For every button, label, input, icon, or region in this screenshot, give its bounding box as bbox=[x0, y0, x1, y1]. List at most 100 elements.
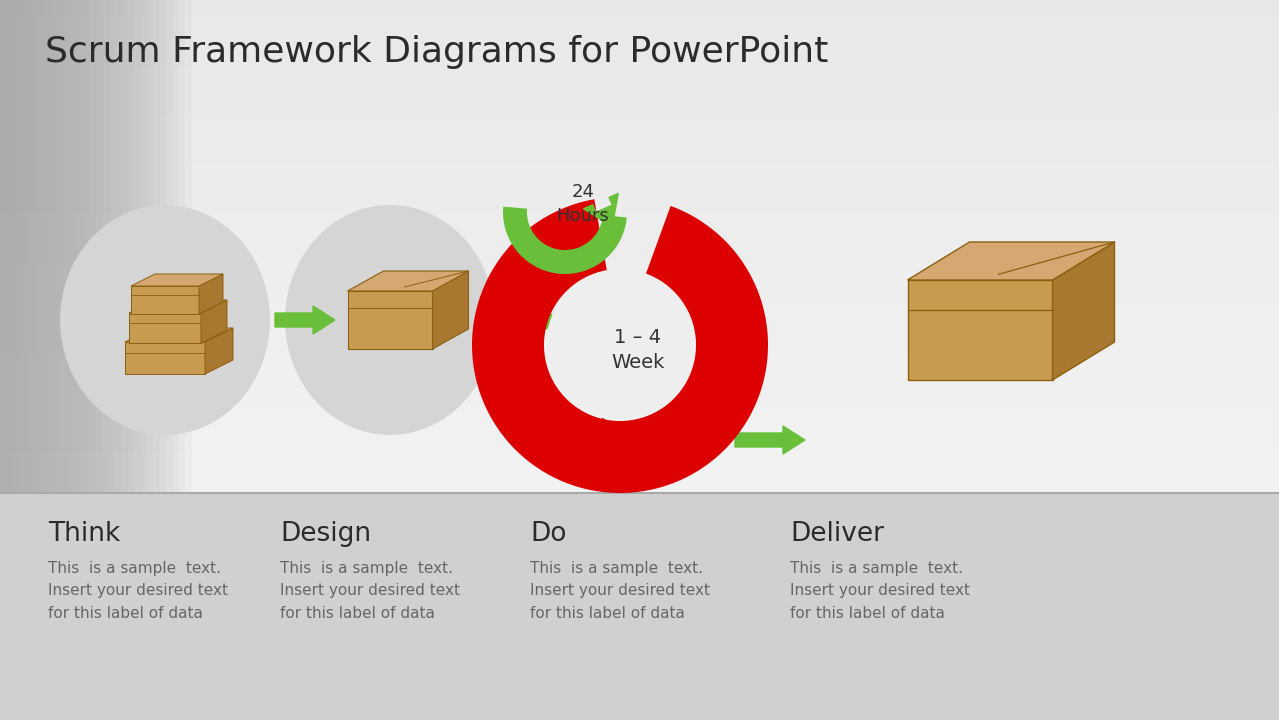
Bar bbox=[0, 344, 1279, 354]
Bar bbox=[0, 0, 70, 493]
Bar bbox=[0, 81, 1279, 91]
Bar bbox=[0, 0, 192, 493]
Bar bbox=[0, 15, 1279, 24]
Polygon shape bbox=[503, 207, 627, 274]
Polygon shape bbox=[432, 271, 468, 349]
Bar bbox=[0, 0, 32, 493]
Bar bbox=[0, 385, 1279, 395]
Bar bbox=[0, 106, 1279, 115]
Bar bbox=[0, 229, 1279, 238]
Bar bbox=[0, 0, 134, 493]
Text: Design: Design bbox=[280, 521, 371, 547]
Bar bbox=[0, 0, 115, 493]
Bar bbox=[0, 311, 1279, 320]
Bar bbox=[0, 328, 1279, 337]
Bar bbox=[0, 89, 1279, 99]
Bar bbox=[0, 171, 1279, 181]
FancyArrow shape bbox=[735, 426, 804, 454]
Bar bbox=[0, 0, 141, 493]
Polygon shape bbox=[1053, 242, 1114, 380]
Bar bbox=[0, 320, 1279, 329]
Bar bbox=[0, 262, 1279, 271]
Polygon shape bbox=[348, 271, 468, 291]
FancyArrow shape bbox=[583, 194, 618, 227]
Bar bbox=[0, 0, 38, 493]
Polygon shape bbox=[130, 274, 223, 286]
FancyArrow shape bbox=[275, 306, 335, 334]
Bar bbox=[0, 188, 1279, 197]
Bar bbox=[0, 147, 1279, 156]
Bar bbox=[0, 0, 6, 493]
Polygon shape bbox=[129, 313, 201, 343]
Bar bbox=[0, 114, 1279, 123]
Text: Think: Think bbox=[49, 521, 120, 547]
Bar bbox=[0, 279, 1279, 288]
Ellipse shape bbox=[60, 205, 270, 435]
Polygon shape bbox=[125, 342, 205, 374]
Bar bbox=[0, 204, 1279, 214]
Bar bbox=[0, 418, 1279, 428]
Text: Scrum Framework Diagrams for PowerPoint: Scrum Framework Diagrams for PowerPoint bbox=[45, 35, 829, 69]
Bar bbox=[0, 410, 1279, 419]
Bar bbox=[0, 130, 1279, 140]
Bar bbox=[0, 443, 1279, 452]
Bar bbox=[0, 24, 1279, 33]
Bar bbox=[0, 7, 1279, 17]
Bar bbox=[0, 0, 26, 493]
Text: This  is a sample  text.
Insert your desired text
for this label of data: This is a sample text. Insert your desir… bbox=[280, 561, 460, 621]
Bar bbox=[0, 0, 153, 493]
Bar bbox=[0, 254, 1279, 263]
Text: This  is a sample  text.
Insert your desired text
for this label of data: This is a sample text. Insert your desir… bbox=[49, 561, 228, 621]
Bar bbox=[0, 287, 1279, 296]
Bar bbox=[0, 394, 1279, 402]
Polygon shape bbox=[908, 242, 1114, 280]
Bar bbox=[0, 40, 1279, 49]
Polygon shape bbox=[125, 328, 233, 342]
Bar bbox=[0, 0, 45, 493]
Bar bbox=[0, 336, 1279, 346]
Text: Do: Do bbox=[530, 521, 567, 547]
Bar bbox=[0, 459, 1279, 469]
Polygon shape bbox=[129, 300, 226, 313]
Polygon shape bbox=[348, 291, 432, 349]
Bar bbox=[0, 467, 1279, 477]
Bar bbox=[0, 0, 1279, 8]
Polygon shape bbox=[472, 199, 767, 493]
Bar bbox=[0, 0, 51, 493]
Bar bbox=[0, 476, 1279, 485]
Bar bbox=[0, 0, 128, 493]
Bar bbox=[0, 57, 1279, 66]
Bar bbox=[0, 246, 1279, 255]
Polygon shape bbox=[200, 274, 223, 314]
Polygon shape bbox=[908, 280, 1053, 380]
Bar bbox=[0, 0, 83, 493]
Bar bbox=[0, 484, 1279, 493]
Bar bbox=[0, 0, 185, 493]
Bar bbox=[0, 295, 1279, 304]
Text: This  is a sample  text.
Insert your desired text
for this label of data: This is a sample text. Insert your desir… bbox=[790, 561, 969, 621]
Bar bbox=[0, 0, 147, 493]
Bar bbox=[0, 238, 1279, 246]
Bar bbox=[0, 98, 1279, 107]
Polygon shape bbox=[130, 286, 200, 314]
Bar bbox=[0, 0, 58, 493]
Bar bbox=[0, 0, 102, 493]
Bar bbox=[0, 180, 1279, 189]
Bar bbox=[0, 122, 1279, 132]
Polygon shape bbox=[205, 328, 233, 374]
Bar bbox=[0, 32, 1279, 41]
Bar bbox=[0, 73, 1279, 82]
Bar bbox=[0, 0, 109, 493]
Bar bbox=[0, 361, 1279, 370]
Bar bbox=[0, 369, 1279, 378]
Bar bbox=[0, 426, 1279, 436]
FancyArrow shape bbox=[500, 306, 560, 334]
Bar bbox=[0, 402, 1279, 411]
Polygon shape bbox=[201, 300, 226, 343]
Bar bbox=[0, 0, 19, 493]
Bar bbox=[0, 163, 1279, 173]
Text: 24
Hours: 24 Hours bbox=[556, 183, 609, 225]
Bar bbox=[0, 493, 1279, 720]
Bar bbox=[0, 197, 1279, 205]
Bar bbox=[0, 435, 1279, 444]
